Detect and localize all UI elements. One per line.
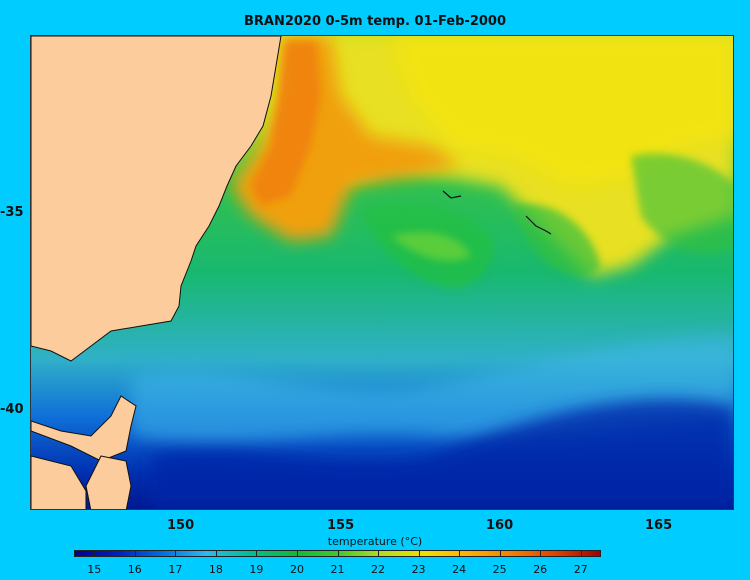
colorbar-tick-label: 23 xyxy=(411,563,426,576)
colorbar-tick xyxy=(499,550,501,557)
colorbar-tick-label: 18 xyxy=(208,563,223,576)
colorbar-tick-label: 27 xyxy=(573,563,588,576)
colorbar-tick xyxy=(296,550,298,557)
colorbar-tick xyxy=(459,550,461,557)
colorbar-tick xyxy=(337,550,339,557)
colorbar-tick-label: 25 xyxy=(492,563,507,576)
x-tick-label: 165 xyxy=(645,518,673,533)
y-tick-label: -40 xyxy=(0,402,24,417)
colorbar-tick-label: 17 xyxy=(168,563,183,576)
colorbar-tick xyxy=(580,550,582,557)
land-mainland xyxy=(31,36,282,362)
colorbar-tick-label: 22 xyxy=(371,563,386,576)
colorbar-tick-label: 16 xyxy=(127,563,142,576)
land-tasmania-top xyxy=(85,455,132,509)
colorbar-tick-label: 26 xyxy=(533,563,548,576)
x-tick-label: 160 xyxy=(486,518,514,533)
x-tick-label: 150 xyxy=(167,518,195,533)
chart-title: BRAN2020 0-5m temp. 01-Feb-2000 xyxy=(243,14,506,29)
colorbar-tick-label: 19 xyxy=(249,563,264,576)
colorbar-tick-label: 20 xyxy=(289,563,304,576)
x-tick-label: 155 xyxy=(327,518,355,533)
colorbar-tick xyxy=(418,550,420,557)
colorbar-tick xyxy=(378,550,380,557)
colorbar-tick xyxy=(540,550,542,557)
colorbar-tick xyxy=(256,550,258,557)
colorbar-tick-label: 21 xyxy=(330,563,345,576)
colorbar-tick xyxy=(94,550,96,557)
colorbar-tick-label: 24 xyxy=(452,563,467,576)
colorbar-tick-label: 15 xyxy=(87,563,102,576)
colorbar-tick xyxy=(134,550,136,557)
colorbar-tick xyxy=(175,550,177,557)
temperature-map xyxy=(30,35,734,510)
colorbar-tick xyxy=(215,550,217,557)
y-tick-label: -35 xyxy=(0,205,24,220)
colorbar-label: temperature (°C) xyxy=(327,535,423,548)
land-southwest xyxy=(31,395,137,462)
